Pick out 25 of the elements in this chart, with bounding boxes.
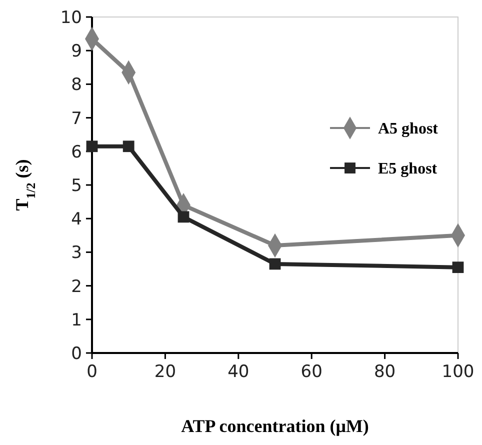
x-tick-label: 80 xyxy=(374,362,396,382)
x-tick-label: 20 xyxy=(154,362,176,382)
y-tick-label: 2 xyxy=(71,276,82,297)
x-tick-label: 40 xyxy=(228,362,250,382)
point xyxy=(269,258,281,270)
y-tick-label: 7 xyxy=(71,108,82,129)
point xyxy=(122,140,134,152)
x-tick-label: 0 xyxy=(86,362,98,382)
y-tick-label: 5 xyxy=(71,176,82,196)
y-tick-label: 3 xyxy=(71,243,82,264)
y-tick-label: 1 xyxy=(71,310,82,330)
legend-label: A5 ghost xyxy=(378,120,439,138)
y-tick-label: 8 xyxy=(71,75,82,96)
point xyxy=(178,211,190,223)
y-tick-label: 9 xyxy=(71,42,82,62)
y-tick-label: 0 xyxy=(71,344,82,364)
x-tick-label: 100 xyxy=(442,362,474,382)
x-tick-label: 60 xyxy=(300,362,322,382)
legend-label: E5 ghost xyxy=(378,160,438,178)
point xyxy=(452,262,464,274)
y-tick-label: 4 xyxy=(71,210,82,230)
point xyxy=(86,140,98,152)
y-tick-label: 6 xyxy=(71,142,82,162)
y-tick-label: 10 xyxy=(60,8,82,28)
x-axis-title: ATP concentration (μM) xyxy=(181,416,369,436)
